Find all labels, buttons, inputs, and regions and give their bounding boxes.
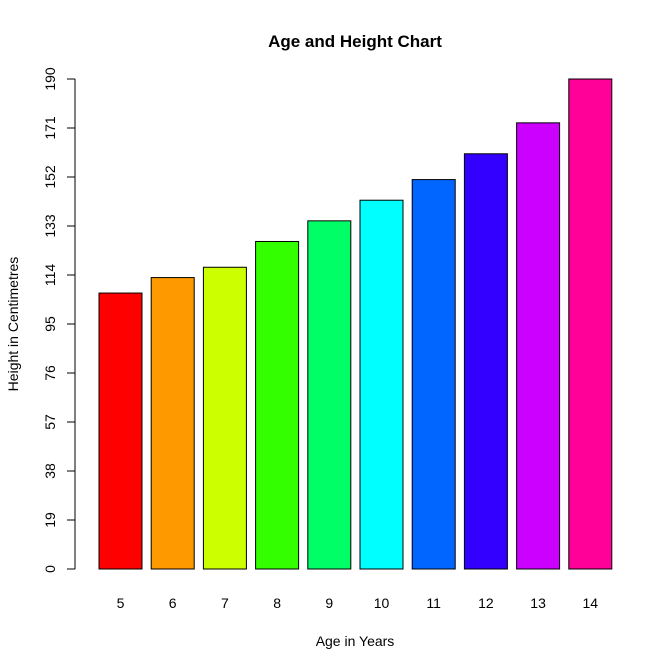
bar-age-6 (150, 277, 195, 570)
chart-title: Age and Height Chart (268, 32, 442, 51)
x-axis-label: Age in Years (316, 633, 395, 649)
y-tick-label: 152 (42, 165, 58, 189)
x-tick-label: 10 (374, 595, 390, 611)
x-tick-label: 6 (169, 595, 177, 611)
x-tick-label: 9 (325, 595, 333, 611)
y-tick-label: 76 (42, 365, 58, 381)
y-tick-label: 171 (42, 116, 58, 140)
x-tick-label: 13 (530, 595, 546, 611)
y-axis-ticks: 0 19 38 57 76 95 114 133 152 171 190 (42, 67, 75, 573)
bar-age-5 (98, 292, 143, 570)
bar-age-12 (463, 153, 508, 570)
x-tick-label: 12 (478, 595, 494, 611)
y-tick-label: 57 (42, 414, 58, 430)
y-axis-label: Height in Centimetres (5, 257, 21, 392)
bars (98, 78, 613, 570)
y-tick-label: 95 (42, 316, 58, 332)
x-tick-label: 14 (583, 595, 599, 611)
x-tick-label: 11 (426, 595, 441, 611)
y-tick-label: 114 (42, 264, 58, 287)
x-tick-label: 7 (221, 595, 229, 611)
x-axis-tick-labels: 5 6 7 8 9 10 11 12 13 14 (117, 595, 599, 611)
y-tick-label: 133 (42, 214, 58, 238)
bar-age-13 (516, 122, 561, 570)
bar-age-7 (202, 266, 247, 570)
bar-age-8 (255, 240, 300, 570)
bar-age-9 (307, 220, 352, 570)
x-tick-label: 5 (117, 595, 125, 611)
x-tick-label: 8 (273, 595, 281, 611)
y-tick-label: 0 (42, 565, 58, 573)
y-tick-label: 38 (42, 463, 58, 479)
bar-age-14 (568, 78, 613, 570)
bar-age-10 (359, 199, 404, 570)
bar-age-11 (411, 179, 456, 570)
y-tick-label: 19 (42, 512, 58, 528)
y-tick-label: 190 (42, 67, 58, 91)
